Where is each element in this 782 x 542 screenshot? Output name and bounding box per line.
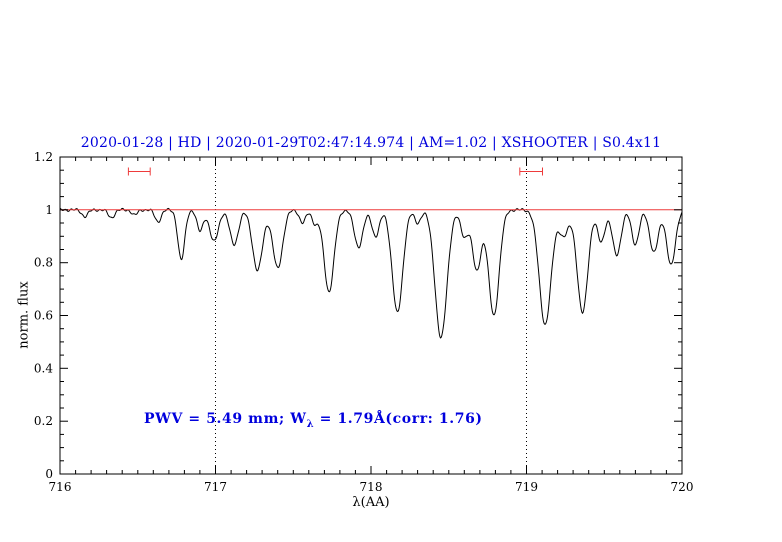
y-tick-label: 0.2 xyxy=(34,414,53,428)
x-tick-label: 720 xyxy=(671,480,694,494)
x-tick-label: 719 xyxy=(515,480,538,494)
pwv-annotation-part2: = 1.79Å(corr: 1.76) xyxy=(314,411,483,427)
telluric-band-marker xyxy=(519,167,543,176)
x-tick-label: 718 xyxy=(360,480,383,494)
y-axis-label: norm. flux xyxy=(16,281,32,349)
y-tick-label: 0.6 xyxy=(34,309,53,323)
plot-title: 2020-01-28 | HD | 2020-01-29T02:47:14.97… xyxy=(80,135,662,151)
y-tick-label: 0.8 xyxy=(34,256,53,270)
x-axis-label: λ(AA) xyxy=(352,495,390,510)
y-tick-label: 0 xyxy=(45,467,53,481)
x-tick-label: 717 xyxy=(204,480,227,494)
pwv-annotation: PWV = 5.49 mm; Wλ = 1.79Å(corr: 1.76) xyxy=(144,411,483,430)
y-tick-label: 1.2 xyxy=(34,150,53,164)
y-tick-label: 1 xyxy=(45,203,53,217)
pwv-annotation-sub: λ xyxy=(306,418,315,430)
x-tick-label: 716 xyxy=(49,480,72,494)
spectrum-line xyxy=(59,207,683,339)
telluric-band-marker xyxy=(127,167,151,176)
pwv-annotation-part1: PWV = 5.49 mm; W xyxy=(144,411,307,427)
y-tick-label: 0.4 xyxy=(34,361,53,375)
